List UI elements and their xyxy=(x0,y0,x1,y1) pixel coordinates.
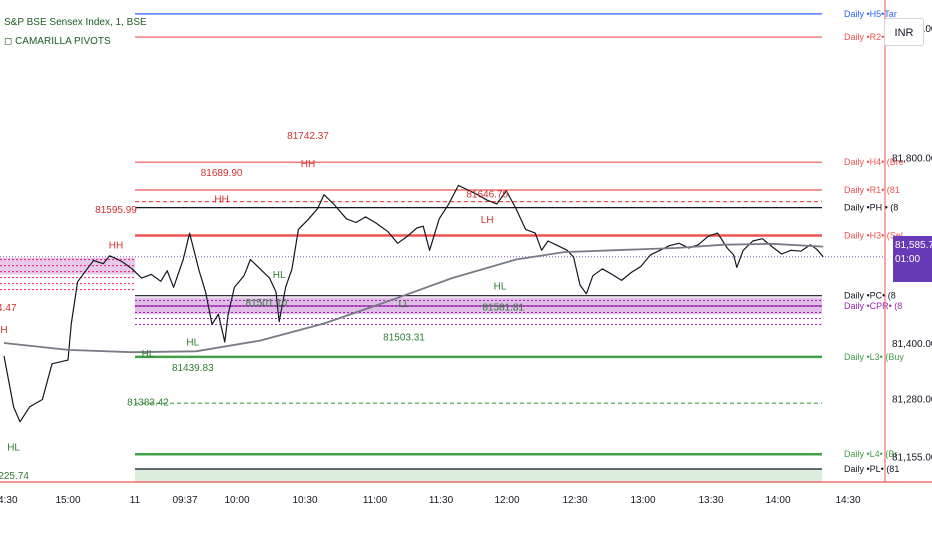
pivot-level-label: Daily •CPR• (8 xyxy=(844,301,902,311)
time-tick-label: 11:30 xyxy=(429,495,454,506)
pivot-level-label: Daily •L4• (Br xyxy=(844,449,897,459)
swing-annotation: HL xyxy=(7,442,20,453)
pivot-level-label: Daily •H5•Tar xyxy=(844,9,897,19)
pivot-level-label: Daily •PC• (8 xyxy=(844,291,896,301)
time-tick-label: 14:00 xyxy=(765,495,790,506)
time-tick-label: 13:00 xyxy=(630,495,655,506)
time-tick-label: 12:00 xyxy=(494,495,519,506)
swing-annotation: LH xyxy=(481,215,494,226)
swing-annotations: 54.47 H HL 225.74 81595.99 HH HL 81383.42 HL 8143… xyxy=(0,131,524,482)
time-tick-label: 11:00 xyxy=(363,495,388,506)
swing-annotation: 225.74 xyxy=(0,471,29,482)
swing-annotation: HL xyxy=(494,282,507,293)
swing-annotation: HL xyxy=(142,349,155,360)
time-tick-label: 13:30 xyxy=(698,495,723,506)
time-tick-label: 10:30 xyxy=(292,495,317,506)
swing-annotation: 81383.42 xyxy=(127,398,169,409)
swing-annotation: HL xyxy=(273,270,286,281)
axes xyxy=(0,0,932,483)
time-tick-label: 11 xyxy=(130,495,141,506)
swing-annotation: 81646.70 xyxy=(466,189,508,200)
pivot-level-label: Daily •L3• (Buy xyxy=(844,352,904,362)
pivot-level-label: Daily •PH • (8 xyxy=(844,203,898,213)
last-price-value: 81,585.73 xyxy=(895,240,932,251)
time-tick-label: 15:00 xyxy=(55,495,80,506)
swing-annotation: 54.47 xyxy=(0,303,17,314)
currency-button[interactable]: INR xyxy=(884,18,924,46)
time-axis: 14:30 15:00 11 09:37 10:00 10:30 11:00 11:30 12:… xyxy=(0,495,861,506)
price-series xyxy=(3,184,824,423)
pivot-levels: Daily •H5•Tar Daily •R2• (82 Daily •H4• (B… xyxy=(0,9,904,474)
swing-annotation: 81742.37 xyxy=(287,131,329,142)
swing-annotation: HH xyxy=(109,240,123,251)
previous-cpr-band xyxy=(0,257,135,275)
swing-annotation: 81501.10 xyxy=(246,298,288,309)
swing-annotation: H xyxy=(0,325,7,336)
swing-annotation: HH xyxy=(214,195,228,206)
swing-annotation: 81439.83 xyxy=(172,363,214,374)
swing-annotation: LL xyxy=(398,299,410,310)
pivot-level-label: Daily •H3• (Sel xyxy=(844,230,903,240)
pivot-level-label: Daily •H4• (Bre xyxy=(844,157,904,167)
time-tick-label: 12:30 xyxy=(562,495,587,506)
time-tick-label: 10:00 xyxy=(224,495,249,506)
chart-title: S&P BSE Sensex Index, 1, BSE xyxy=(4,17,147,28)
swing-annotation: 81503.31 xyxy=(383,333,425,344)
price-tick-label: 81,800.00 xyxy=(892,154,932,165)
time-tick-label: 14:30 xyxy=(0,495,18,506)
time-tick-label: 14:30 xyxy=(835,495,860,506)
swing-annotation: 81581.81 xyxy=(482,303,524,314)
swing-annotation: 81689.90 xyxy=(201,168,243,179)
swing-annotation: HH xyxy=(301,159,315,170)
last-price-tag: 81,585.73 01:00 xyxy=(893,236,932,282)
swing-annotation: 81595.99 xyxy=(95,205,137,216)
pivot-level-label: Daily •R2• (82 xyxy=(844,32,900,42)
swing-annotation: HL xyxy=(186,338,199,349)
price-tick-label: 81,400.00 xyxy=(892,339,932,350)
pivot-level-label: Daily •PL• (81 xyxy=(844,464,899,474)
time-tick-label: 09:37 xyxy=(172,495,197,506)
price-tick-label: 81,280.00 xyxy=(892,395,932,406)
moving-average-line xyxy=(3,242,824,354)
support-zone xyxy=(135,469,822,483)
bar-countdown: 01:00 xyxy=(895,254,921,265)
indicator-label[interactable]: ◻ CAMARILLA PIVOTS xyxy=(4,36,111,47)
pivot-level-label: Daily •R1• (81 xyxy=(844,185,900,195)
price-tick-label: 81,155.00 xyxy=(892,453,932,464)
